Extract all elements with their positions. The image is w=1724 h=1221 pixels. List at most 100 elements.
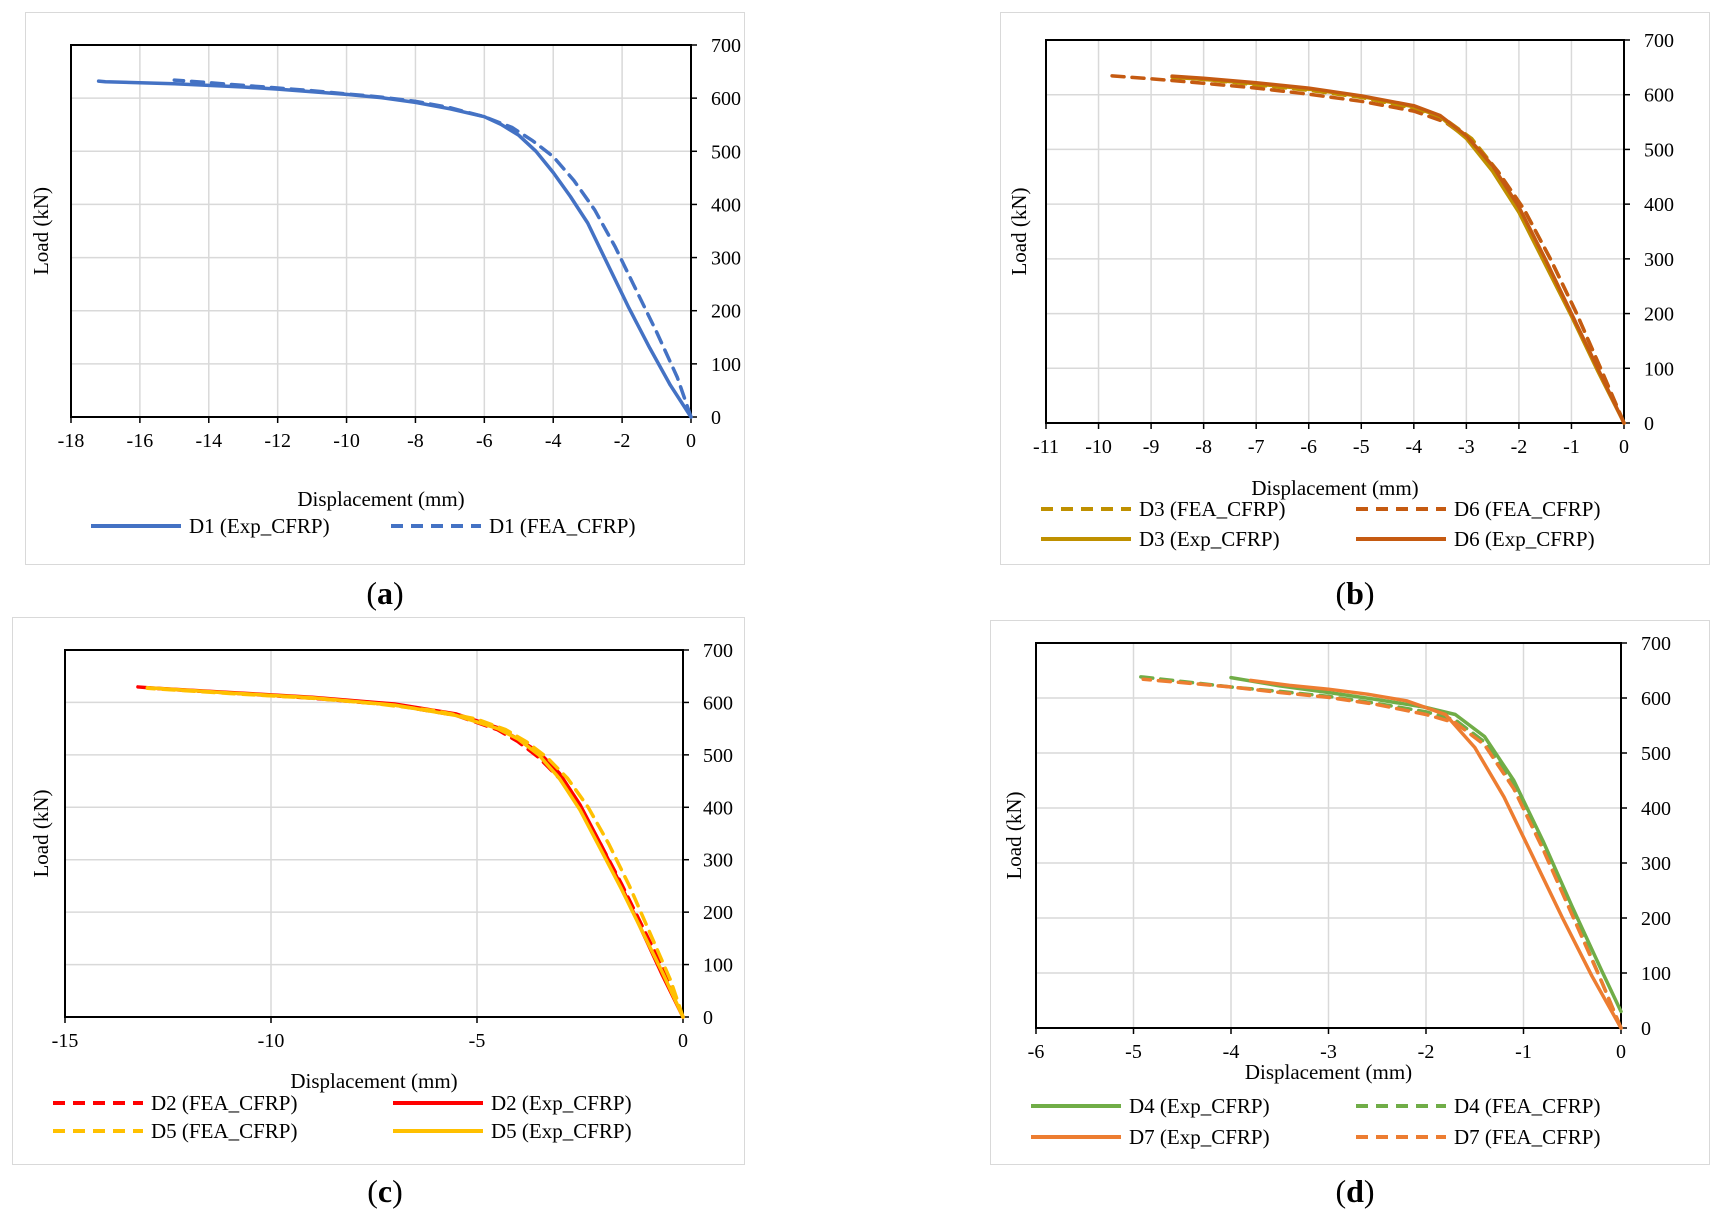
chart-a: -18 -16 -14 -12 -10 -8 -6 -4 -2 00 100 200 300 400 500… bbox=[29, 35, 741, 538]
y-tick-label: 200 bbox=[1644, 304, 1674, 326]
y-tick-label: 500 bbox=[1644, 139, 1674, 161]
series-line-d-2 bbox=[1248, 678, 1623, 1030]
y-tick-label: 500 bbox=[711, 141, 741, 163]
series-line-d-3 bbox=[1141, 677, 1623, 1030]
series-line-b-3 bbox=[1170, 74, 1626, 425]
x-tick-label: -6 bbox=[1028, 1041, 1045, 1063]
y-tick-label: 0 bbox=[711, 407, 721, 429]
y-tick-label: 500 bbox=[1641, 743, 1671, 765]
x-tick-label: -2 bbox=[1511, 436, 1528, 458]
legend-label: D2 (Exp_CFRP) bbox=[491, 1091, 632, 1115]
y-tick-label: 0 bbox=[703, 1007, 713, 1029]
legend-label: D7 (Exp_CFRP) bbox=[1129, 1125, 1270, 1149]
x-tick-label: -11 bbox=[1033, 436, 1059, 458]
y-tick-label: 0 bbox=[1641, 1018, 1651, 1040]
y-tick-label: 400 bbox=[711, 194, 741, 216]
x-tick-label: -5 bbox=[469, 1030, 486, 1052]
y-tick-label: 700 bbox=[1644, 30, 1674, 52]
series-line-b-1 bbox=[1107, 73, 1626, 425]
y-tick-label: 400 bbox=[703, 797, 733, 819]
legend-label: D1 (FEA_CFRP) bbox=[489, 514, 635, 538]
legend-label: D1 (Exp_CFRP) bbox=[189, 514, 330, 538]
x-tick-label: -12 bbox=[264, 430, 291, 452]
plot-frame bbox=[70, 44, 692, 418]
y-tick-label: 700 bbox=[711, 35, 741, 57]
y-axis-label: Load (kN) bbox=[1002, 791, 1026, 879]
x-tick-label: -6 bbox=[476, 430, 493, 452]
y-tick-label: 100 bbox=[711, 354, 741, 376]
chart-d: -6 -5 -4 -3 -2 -1 00 100 200 300 400 500 600 700 Displ… bbox=[1002, 633, 1671, 1149]
legend-label: D2 (FEA_CFRP) bbox=[151, 1091, 297, 1115]
x-tick-label: 0 bbox=[686, 430, 696, 452]
x-tick-label: -5 bbox=[1353, 436, 1370, 458]
y-axis-label: Load (kN) bbox=[29, 187, 53, 275]
x-tick-label: -6 bbox=[1300, 436, 1317, 458]
plot-frame bbox=[64, 649, 684, 1018]
series-line-c-3 bbox=[145, 685, 685, 1019]
y-tick-label: 400 bbox=[1641, 798, 1671, 820]
chart-panel-d: -6 -5 -4 -3 -2 -1 0 0 100 200 300 400 500 600 700 Displ… bbox=[990, 620, 1710, 1165]
panel-label-b: (b) bbox=[1335, 575, 1375, 611]
legend-label: D4 (Exp_CFRP) bbox=[1129, 1094, 1270, 1118]
x-tick-label: -2 bbox=[1418, 1041, 1435, 1063]
y-tick-label: 300 bbox=[1644, 249, 1674, 271]
x-tick-label: -10 bbox=[1085, 436, 1112, 458]
legend-label: D3 (FEA_CFRP) bbox=[1139, 497, 1285, 521]
chart-panel-b: -11 -10 -9 -8 -7 -6 -5 -4 -3 -2 -1 0 0 100 200 300 400 50… bbox=[1000, 12, 1710, 565]
y-tick-label: 400 bbox=[1644, 194, 1674, 216]
x-tick-label: -7 bbox=[1248, 436, 1265, 458]
y-tick-label: 300 bbox=[711, 248, 741, 270]
x-tick-label: -4 bbox=[1223, 1041, 1240, 1063]
y-tick-label: 100 bbox=[1641, 963, 1671, 985]
chart-panel-c: -15 -10 -5 0 0 100 200 300 400 500 600 700 Displacem… bbox=[12, 617, 745, 1165]
y-tick-label: 200 bbox=[703, 902, 733, 924]
x-tick-label: 0 bbox=[1616, 1041, 1626, 1063]
y-axis-label: Load (kN) bbox=[29, 789, 53, 877]
series-line-b-0 bbox=[1165, 74, 1626, 425]
legend-label: D3 (Exp_CFRP) bbox=[1139, 527, 1280, 551]
x-tick-label: -10 bbox=[333, 430, 360, 452]
x-tick-label: 0 bbox=[678, 1030, 688, 1052]
y-tick-label: 600 bbox=[703, 692, 733, 714]
y-tick-label: 500 bbox=[703, 745, 733, 767]
legend-label: D6 (FEA_CFRP) bbox=[1454, 497, 1600, 521]
panel-label-c: (c) bbox=[367, 1173, 403, 1209]
x-tick-label: -3 bbox=[1458, 436, 1475, 458]
y-tick-label: 600 bbox=[1644, 85, 1674, 107]
x-tick-label: -8 bbox=[407, 430, 424, 452]
y-tick-label: 300 bbox=[703, 850, 733, 872]
x-axis-label: Displacement (mm) bbox=[297, 487, 464, 511]
x-tick-label: -16 bbox=[127, 430, 154, 452]
series-line-a-0 bbox=[96, 79, 693, 419]
x-axis-label: Displacement (mm) bbox=[1245, 1060, 1412, 1084]
legend-label: D7 (FEA_CFRP) bbox=[1454, 1125, 1600, 1149]
series-line-b-2 bbox=[1170, 75, 1626, 425]
x-tick-label: -4 bbox=[545, 430, 562, 452]
x-tick-label: -3 bbox=[1320, 1041, 1337, 1063]
y-tick-label: 300 bbox=[1641, 853, 1671, 875]
plot-frame bbox=[1045, 39, 1625, 424]
chart-b: -11 -10 -9 -8 -7 -6 -5 -4 -3 -2 -1 0010020030040050… bbox=[1007, 30, 1674, 551]
legend-label: D5 (FEA_CFRP) bbox=[151, 1119, 297, 1143]
legend-label: D5 (Exp_CFRP) bbox=[491, 1119, 632, 1143]
x-tick-label: -1 bbox=[1563, 436, 1580, 458]
x-tick-label: -9 bbox=[1143, 436, 1160, 458]
chart-panel-a: -18 -16 -14 -12 -10 -8 -6 -4 -2 0 0 100 200 300 400 500… bbox=[25, 12, 745, 565]
x-tick-label: -1 bbox=[1515, 1041, 1532, 1063]
series-line-d-0 bbox=[1229, 675, 1623, 1014]
x-tick-label: -15 bbox=[52, 1030, 79, 1052]
legend-label: D4 (FEA_CFRP) bbox=[1454, 1094, 1600, 1118]
x-tick-label: -4 bbox=[1405, 436, 1422, 458]
y-axis-label: Load (kN) bbox=[1007, 187, 1031, 275]
panel-label-d: (d) bbox=[1335, 1173, 1375, 1209]
y-tick-label: 100 bbox=[703, 955, 733, 977]
x-tick-label: -18 bbox=[58, 430, 85, 452]
x-axis-label: Displacement (mm) bbox=[290, 1069, 457, 1093]
y-tick-label: 700 bbox=[1641, 633, 1671, 655]
y-tick-label: 600 bbox=[1641, 688, 1671, 710]
x-tick-label: -2 bbox=[614, 430, 631, 452]
series-line-a-1 bbox=[172, 78, 693, 419]
chart-c: -15 -10 -5 00 100 200 300 400 500 600 700 Displacem… bbox=[29, 640, 733, 1143]
x-tick-label: -8 bbox=[1195, 436, 1212, 458]
y-tick-label: 200 bbox=[1641, 908, 1671, 930]
